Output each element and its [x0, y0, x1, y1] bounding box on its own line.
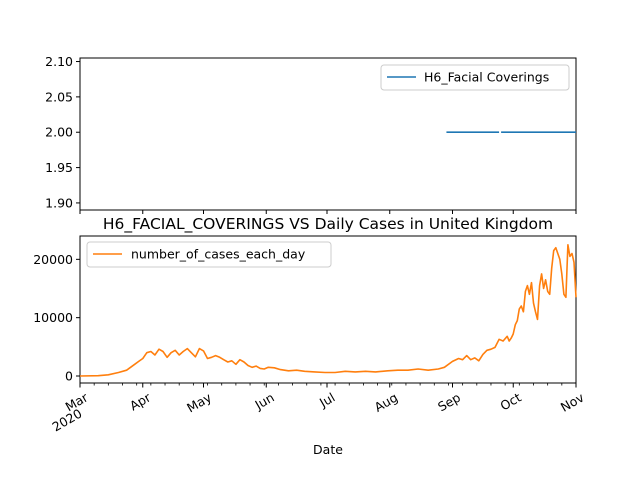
top-y-tick-label: 2.00 [45, 125, 73, 140]
bottom-x-tick-label: May [184, 389, 214, 415]
bottom-legend-box [86, 241, 332, 268]
bottom-x-tick-label: Apr [127, 389, 154, 413]
top-y-tick-label: 2.10 [45, 54, 73, 69]
cases-series-line [79, 244, 577, 377]
bottom-x-tick-label: Oct [498, 390, 524, 414]
bottom-x-tick-label: Sep [435, 390, 463, 415]
top-legend-label: H6_Facial Coverings [424, 70, 549, 85]
top-y-tick-label: 1.95 [45, 160, 73, 175]
bottom-y-axis: 0 10000 20000 [33, 252, 80, 384]
top-legend-box [380, 64, 570, 91]
top-y-tick-label: 2.05 [45, 89, 73, 104]
top-axes-frame [79, 57, 577, 211]
bottom-axes-frame [79, 235, 577, 384]
bottom-x-tick-label: Nov [558, 389, 587, 414]
top-y-axis: 1.90 1.95 2.00 2.05 2.10 [45, 54, 80, 210]
bottom-legend-label: number_of_cases_each_day [131, 247, 306, 262]
bottom-x-tick-label: Jul [316, 390, 337, 411]
top-y-tick-label: 1.90 [45, 195, 73, 210]
top-subplot: 1.90 1.95 2.00 2.05 2.10 H6_Facial Coverings [45, 54, 577, 214]
bottom-legend: number_of_cases_each_day [86, 241, 332, 268]
x-axis-label: Date [313, 442, 343, 457]
bottom-y-tick-label: 20000 [33, 252, 73, 267]
chart-title: H6_FACIAL_COVERINGS VS Daily Cases in Un… [103, 215, 553, 234]
bottom-y-tick-label: 10000 [33, 310, 73, 325]
bottom-x-tick-label: Jun [251, 390, 276, 413]
bottom-x-tick-label: Aug [372, 390, 401, 415]
bottom-y-tick-label: 0 [65, 369, 73, 384]
top-x-axis [79, 210, 577, 214]
top-legend: H6_Facial Coverings [380, 64, 570, 91]
